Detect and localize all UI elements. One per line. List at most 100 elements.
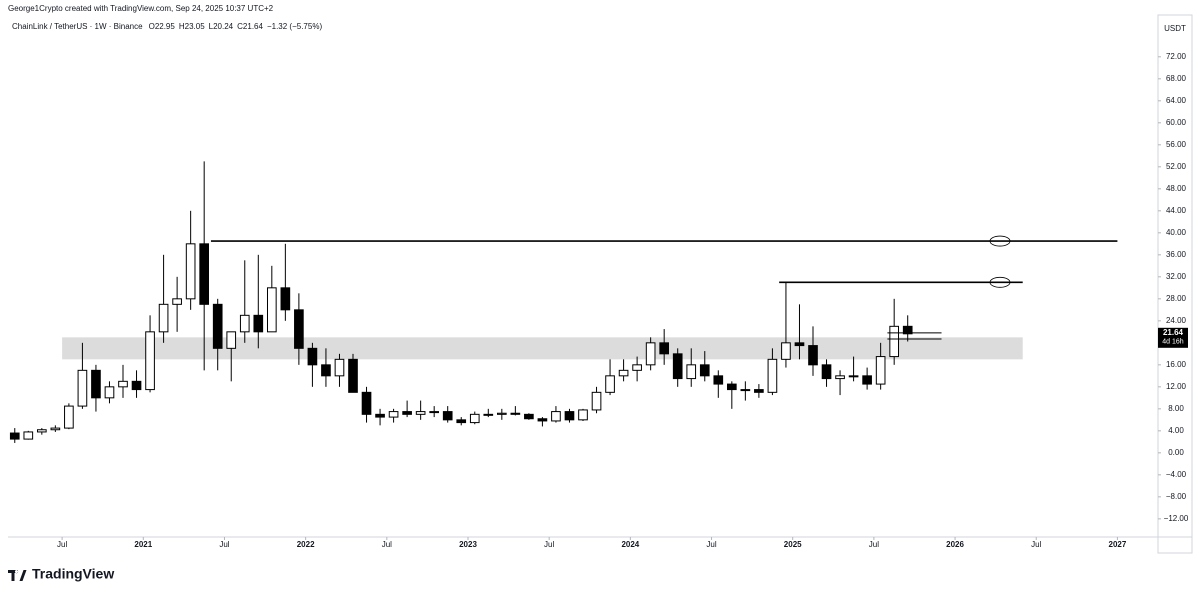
level-marker bbox=[989, 235, 1011, 247]
candle-body bbox=[266, 287, 277, 333]
candle-body bbox=[605, 375, 615, 393]
y-tick-label: 72.00 bbox=[1166, 52, 1187, 61]
candle-body bbox=[889, 325, 900, 358]
candle-body bbox=[645, 342, 656, 366]
candle-body bbox=[77, 369, 88, 407]
candle-body bbox=[510, 412, 521, 415]
y-tick-label: 64.00 bbox=[1166, 96, 1187, 105]
y-tick-label: 28.00 bbox=[1166, 294, 1187, 303]
legend-title: ChainLink / TetherUS · 1W · Binance bbox=[12, 22, 143, 31]
y-tick-label: 48.00 bbox=[1166, 184, 1187, 193]
candle-body bbox=[442, 411, 453, 421]
y-tick-label: 60.00 bbox=[1166, 118, 1187, 127]
candle-body bbox=[699, 364, 710, 377]
candle-body bbox=[321, 364, 331, 377]
brand-name: TradingView bbox=[32, 566, 114, 582]
candle-body bbox=[239, 314, 250, 333]
price-axis-frame bbox=[1157, 14, 1193, 554]
y-tick-label: 24.00 bbox=[1166, 316, 1187, 325]
y-tick-label: 32.00 bbox=[1166, 272, 1187, 281]
y-tick-label: 68.00 bbox=[1166, 74, 1187, 83]
ohlc-legend: O22.95 H23.05 L20.24 C21.64 bbox=[149, 22, 264, 31]
candle-body bbox=[145, 331, 155, 391]
header: George1Crypto created with TradingView.c… bbox=[8, 4, 274, 13]
candle-body bbox=[862, 375, 872, 385]
countdown: 4d 16h bbox=[1162, 339, 1184, 346]
candle-body bbox=[294, 309, 304, 349]
candle-body bbox=[483, 413, 494, 416]
x-tick-label: 2021 bbox=[134, 540, 152, 549]
y-tick-label: 4.00 bbox=[1168, 426, 1184, 435]
symbol-legend: ChainLink / TetherUS · 1W · Binance O22.9… bbox=[12, 22, 322, 31]
y-tick-label: 36.00 bbox=[1166, 250, 1187, 259]
y-tick-label: 16.00 bbox=[1166, 360, 1187, 369]
candle-body bbox=[551, 411, 561, 422]
candle-body bbox=[280, 287, 291, 311]
x-tick-label: Jul bbox=[544, 540, 554, 549]
x-tick-label: Jul bbox=[869, 540, 879, 549]
legend-change: −1.32 (−5.75%) bbox=[267, 22, 322, 31]
ohlc-value: 23.05 bbox=[185, 22, 206, 31]
candle-body bbox=[767, 358, 778, 393]
candle-body bbox=[632, 364, 642, 371]
candle-body bbox=[172, 298, 182, 305]
candle-body bbox=[740, 389, 751, 392]
candle-body bbox=[253, 314, 264, 333]
candle-body bbox=[848, 375, 859, 378]
candle-body bbox=[808, 345, 818, 366]
candle-body bbox=[564, 411, 575, 421]
x-tick-label: 2023 bbox=[459, 540, 477, 549]
candle-body bbox=[875, 356, 886, 385]
y-tick-label: 8.00 bbox=[1168, 404, 1184, 413]
x-tick-label: Jul bbox=[219, 540, 229, 549]
candle-body bbox=[361, 391, 372, 415]
y-tick-label: 52.00 bbox=[1166, 162, 1187, 171]
x-tick-label: 2026 bbox=[946, 540, 964, 549]
candle-body bbox=[226, 331, 237, 349]
x-tick-label: Jul bbox=[706, 540, 716, 549]
candle-body bbox=[212, 303, 223, 349]
candle-body bbox=[618, 369, 629, 377]
y-tick-label: −12.00 bbox=[1164, 514, 1189, 523]
candle-body bbox=[131, 380, 142, 391]
ohlc-value: 20.24 bbox=[213, 22, 234, 31]
candle-body bbox=[496, 412, 507, 415]
candle-body bbox=[591, 391, 602, 411]
candle-body bbox=[524, 413, 534, 420]
ohlc-key: L bbox=[209, 22, 214, 31]
last-price-box bbox=[1158, 327, 1188, 348]
candle-body bbox=[794, 342, 805, 347]
candle-body bbox=[388, 411, 399, 418]
candle-body bbox=[672, 353, 683, 380]
candle-body bbox=[199, 243, 210, 305]
ohlc-value: 22.95 bbox=[155, 22, 176, 31]
candle-body bbox=[158, 303, 169, 333]
x-tick-label: 2024 bbox=[621, 540, 639, 549]
candle-body bbox=[537, 418, 548, 422]
candle-body bbox=[726, 383, 737, 391]
ohlc-value: 21.64 bbox=[243, 22, 264, 31]
level-marker bbox=[989, 276, 1011, 288]
candle-body bbox=[9, 432, 20, 440]
y-tick-label: −4.00 bbox=[1166, 470, 1187, 479]
candle-body bbox=[307, 347, 318, 366]
candle-body bbox=[375, 413, 385, 418]
candle-body bbox=[781, 342, 791, 360]
brand-logo: TradingView bbox=[8, 566, 114, 582]
candle-body bbox=[713, 375, 724, 385]
last-price: 21.64 bbox=[1163, 328, 1184, 337]
candle-body bbox=[578, 409, 588, 421]
y-tick-label: 40.00 bbox=[1166, 228, 1187, 237]
candle-body bbox=[64, 405, 74, 429]
candle-body bbox=[91, 369, 101, 399]
logo-mark bbox=[8, 570, 27, 581]
candle-body bbox=[104, 386, 115, 399]
support-zone bbox=[62, 337, 1023, 360]
candle-body bbox=[50, 427, 61, 431]
candle-body bbox=[469, 413, 480, 424]
candle-body bbox=[402, 411, 412, 415]
candle-body bbox=[334, 358, 345, 377]
candle-body bbox=[835, 375, 845, 380]
